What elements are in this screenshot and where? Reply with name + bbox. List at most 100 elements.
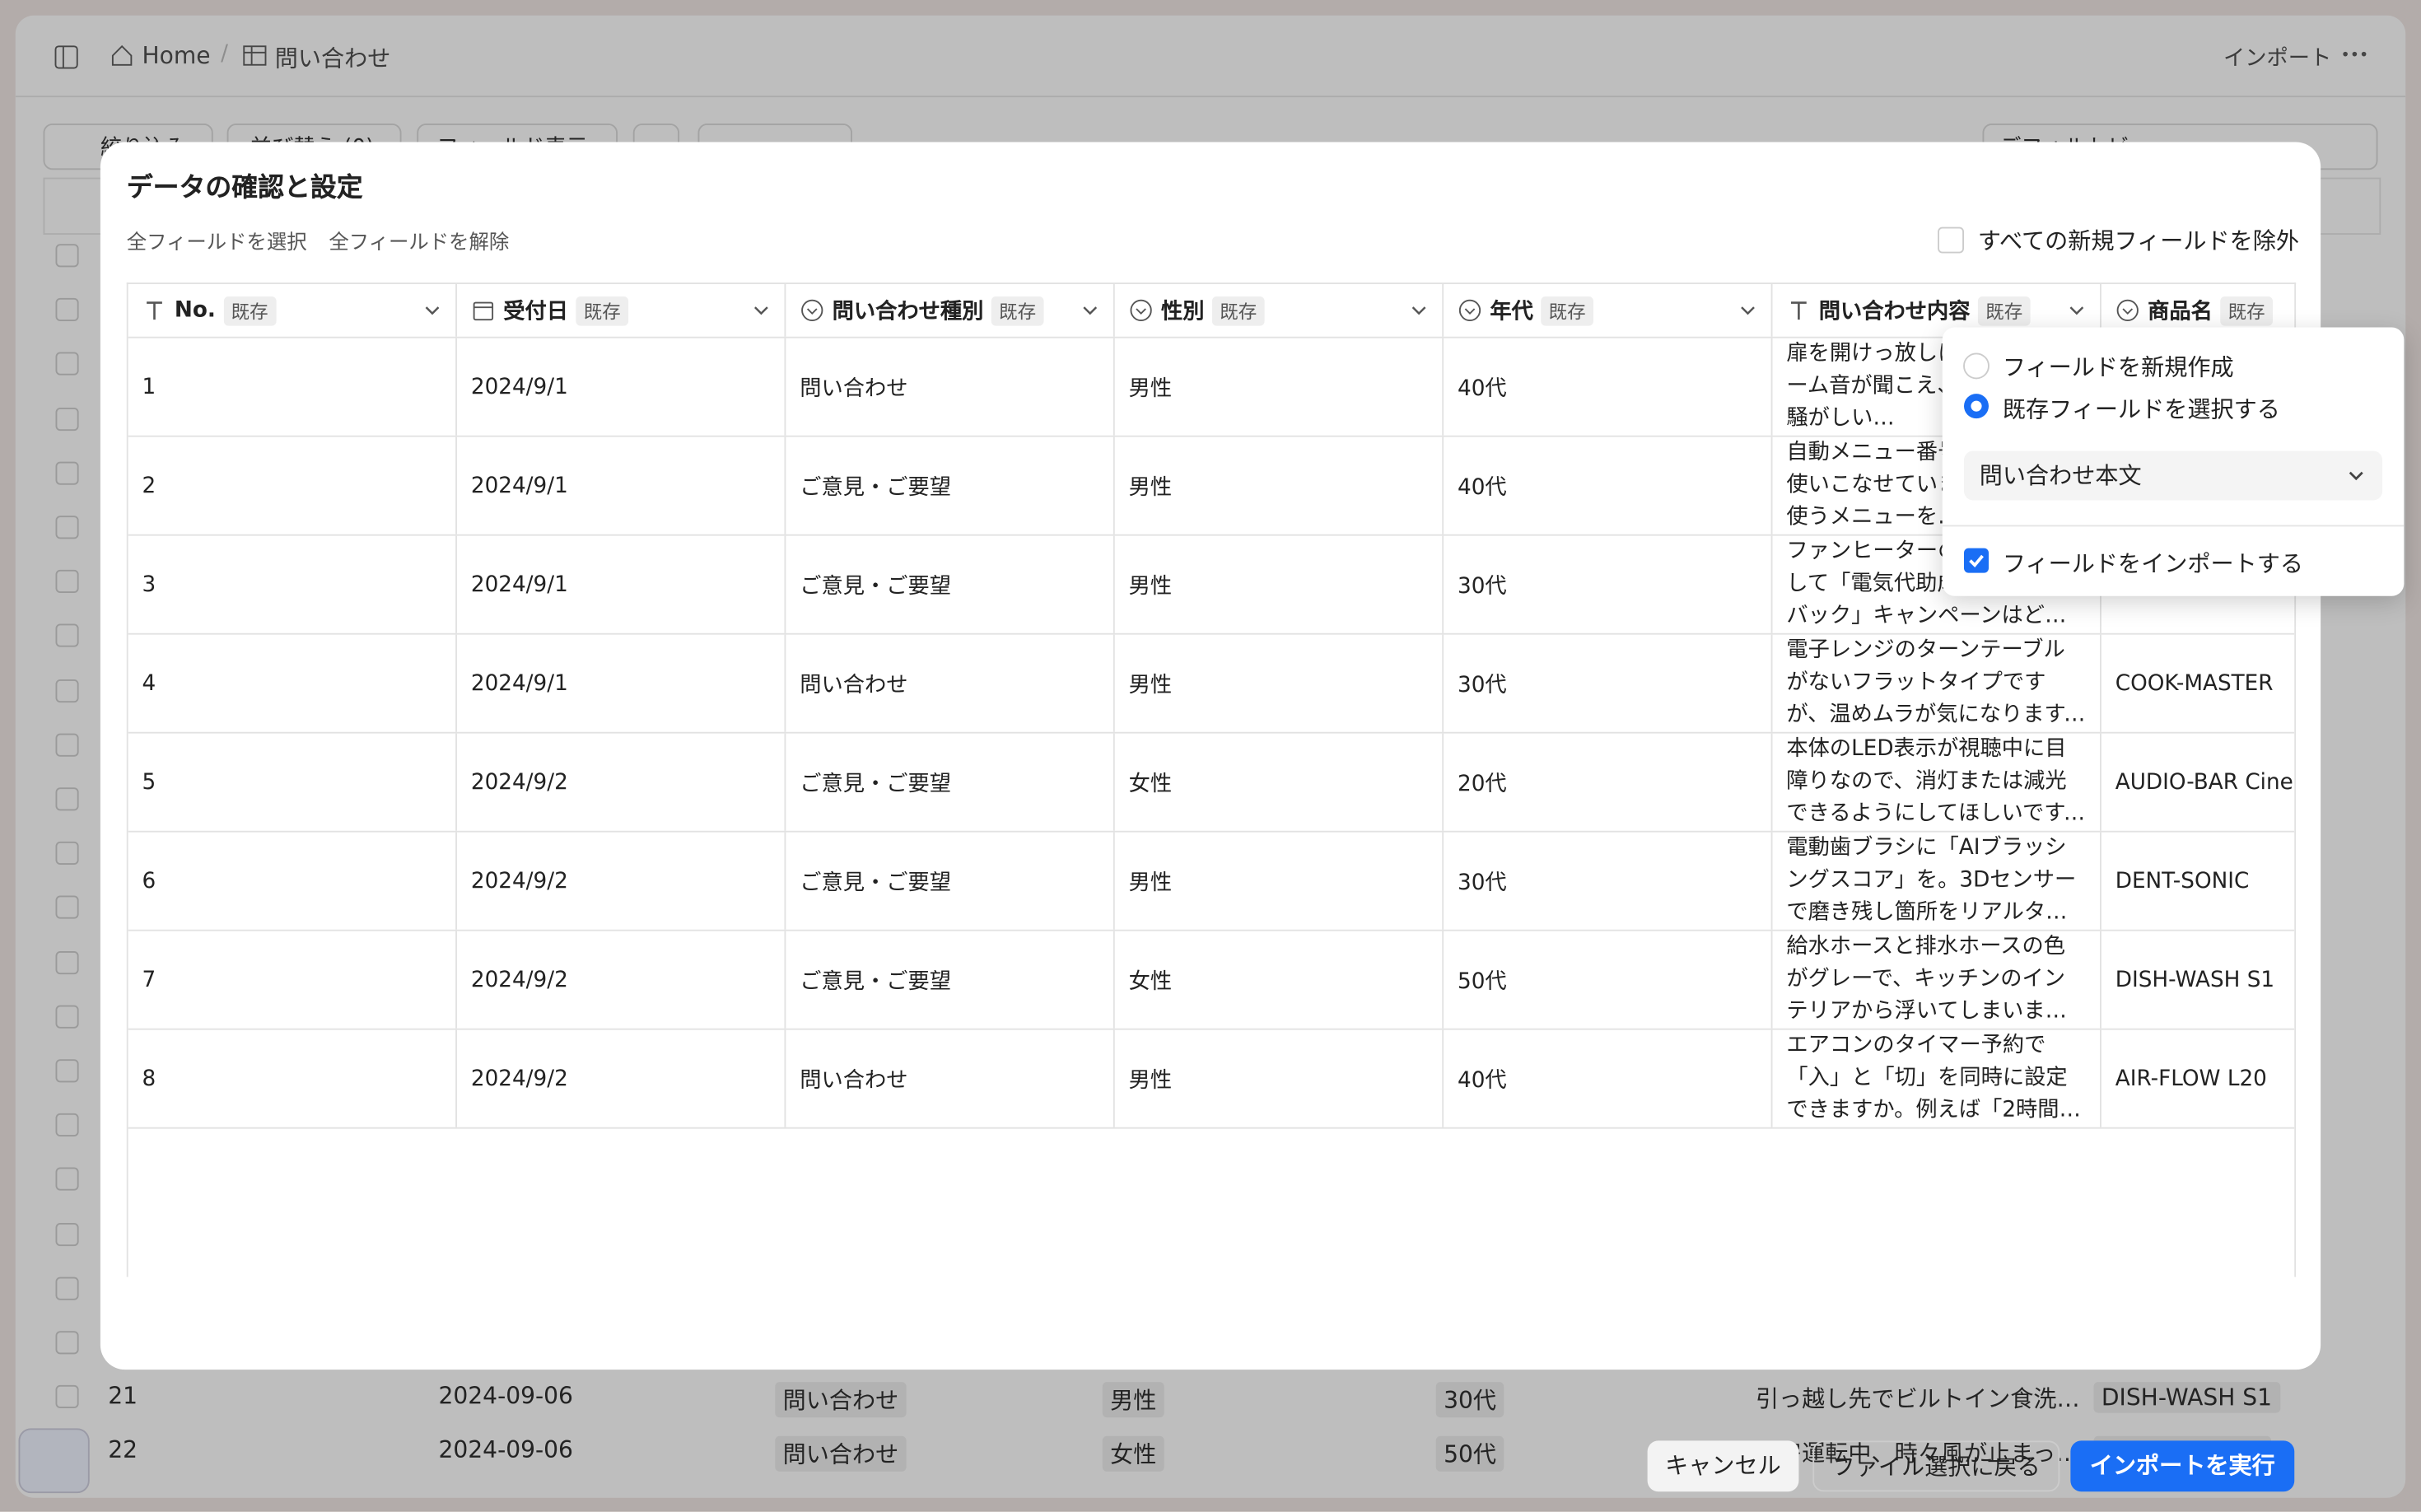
column-badge: 既存 (1541, 296, 1594, 325)
table-icon (243, 45, 267, 66)
row-checkbox[interactable] (55, 624, 79, 648)
row-checkbox[interactable] (55, 352, 79, 376)
back-button[interactable]: ファイル選択に戻る (1812, 1440, 2060, 1492)
exclude-checkbox[interactable] (1938, 226, 1964, 254)
row-checkbox[interactable] (55, 1331, 79, 1355)
breadcrumb-page: 問い合わせ (274, 44, 391, 73)
column-header[interactable]: 商品名 既存 (2101, 284, 2294, 337)
import-checkbox[interactable] (1962, 547, 1990, 575)
table-cell: 問い合わせ (786, 1029, 1115, 1127)
table-cell: 7 (128, 931, 457, 1029)
column-badge: 既存 (223, 296, 277, 325)
table-cell: 男性 (1115, 832, 1444, 930)
field-type-icon (147, 301, 162, 320)
cell-text: DENT-SONIC (2115, 868, 2250, 894)
cell-text: ご意見・ご要望 (800, 573, 951, 599)
cell-text: 1 (142, 374, 156, 399)
field-select[interactable]: 問い合わせ本文 (1964, 450, 2383, 501)
option-new[interactable]: フィールドを新規作成 (2002, 353, 2234, 382)
row-checkbox[interactable] (55, 1222, 79, 1246)
table-cell: 2024/9/1 (457, 436, 786, 534)
preview-table: No. 既存 受付日 既存 問い合わせ種別 既存 性別 既存 年代 既存 問い合わせ内容 既存 商品名既… (126, 282, 2297, 1277)
radio-new[interactable] (1962, 352, 1990, 380)
row-checkbox[interactable] (55, 461, 79, 485)
field-type-icon (1130, 299, 1152, 321)
cancel-button[interactable]: キャンセル (1647, 1440, 1799, 1492)
column-badge: 既存 (2220, 296, 2274, 325)
table-cell: 女性 (1115, 931, 1444, 1029)
row-checkbox[interactable] (55, 1276, 79, 1300)
table-cell: 問い合わせ (786, 634, 1115, 732)
select-all-link[interactable]: 全フィールドを選択 (126, 231, 307, 255)
column-header[interactable]: No. 既存 (128, 284, 457, 337)
cell-text: 30代 (1458, 672, 1507, 698)
exclude-label[interactable]: すべての新規フィールドを除外 (1977, 226, 2299, 255)
row-checkbox[interactable] (55, 407, 79, 431)
cell-text: 問い合わせ (800, 672, 908, 698)
cell-text: COOK-MASTER (2115, 670, 2274, 696)
import-label[interactable]: フィールドをインポートする (2002, 549, 2303, 578)
breadcrumb-home[interactable]: Home (142, 41, 211, 70)
row-checkbox[interactable] (55, 298, 79, 322)
chevron[interactable] (752, 303, 771, 319)
row-checkbox[interactable] (55, 1385, 79, 1409)
cell-text: DISH-WASH S1 (2115, 967, 2275, 992)
row-checkbox[interactable] (55, 950, 79, 974)
column-header[interactable]: 問い合わせ種別 既存 (786, 284, 1115, 337)
row-checkbox[interactable] (55, 1005, 79, 1029)
chevron[interactable] (2068, 303, 2087, 319)
import-button[interactable]: インポート (2223, 46, 2332, 72)
background-cell: 21 (108, 1382, 138, 1410)
cell-text: ご意見・ご要望 (800, 870, 951, 895)
table-row: 8 2024/9/2 問い合わせ 男性 40代 エアコンのタイマー予約で「入」と「切」を同… (128, 1029, 2295, 1129)
cell-text: エアコンのタイマー予約で「入」と「切」を同時に設定できますか。例えば「2時間後… (1786, 1033, 2068, 1123)
sidebar-icon[interactable] (54, 44, 79, 69)
table-cell: 1 (128, 338, 457, 436)
column-header[interactable]: 受付日 既存 (457, 284, 786, 337)
cell-text: 女性 (1128, 771, 1173, 796)
column-badge: 既存 (991, 296, 1044, 325)
separator: / (221, 41, 228, 67)
row-checkbox[interactable] (55, 787, 79, 811)
row-checkbox[interactable] (55, 516, 79, 539)
cell-text: 2024/9/2 (470, 967, 568, 992)
chevron[interactable] (1081, 303, 1100, 319)
row-checkbox[interactable] (55, 1059, 79, 1083)
deselect-all-link[interactable]: 全フィールドを解除 (329, 231, 510, 255)
chevron[interactable] (1738, 303, 1757, 319)
row-checkbox[interactable] (55, 1168, 79, 1192)
table-cell: 30代 (1444, 535, 1773, 633)
run-button[interactable]: インポートを実行 (2070, 1440, 2295, 1492)
column-header[interactable]: 性別 既存 (1115, 284, 1444, 337)
radio-existing[interactable] (1962, 392, 1990, 420)
cell-text: 給水ホースと排水ホースの色がグレーで、キッチンのインテリアから浮いてしまいます。… (1786, 934, 2066, 1024)
row-checkbox[interactable] (55, 570, 79, 594)
column-header[interactable]: 年代 既存 (1444, 284, 1773, 337)
table-cell: 男性 (1115, 1029, 1444, 1127)
table-cell: 2024/9/2 (457, 832, 786, 930)
more-icon[interactable] (2342, 49, 2367, 58)
background-cell: 30代 (1435, 1382, 1504, 1418)
row-checkbox[interactable] (55, 733, 79, 757)
cell-text: 40代 (1458, 376, 1507, 401)
row-checkbox[interactable] (55, 244, 79, 268)
option-existing[interactable]: 既存フィールドを選択する (2002, 395, 2280, 423)
cell-text: ご意見・ご要望 (800, 474, 951, 500)
table-cell: DENT-SONIC (2101, 833, 2294, 930)
table-cell: 40代 (1444, 436, 1773, 534)
table-cell: 男性 (1115, 634, 1444, 732)
chevron[interactable] (423, 303, 442, 319)
table-cell: 40代 (1444, 1029, 1773, 1127)
field-type-icon (1458, 299, 1481, 321)
row-checkbox[interactable] (55, 896, 79, 920)
dialog-title: データの確認と設定 (126, 173, 363, 204)
background-cell: 男性 (1102, 1382, 1164, 1418)
row-checkbox[interactable] (55, 679, 79, 702)
cell-text: ご意見・ご要望 (800, 968, 951, 994)
row-checkbox[interactable] (55, 1113, 79, 1137)
column-header[interactable]: 問い合わせ内容 既存 (1773, 284, 2101, 337)
chevron[interactable] (1410, 303, 1429, 319)
row-checkbox[interactable] (55, 842, 79, 866)
assistant-button[interactable] (18, 1428, 90, 1494)
table-cell: 4 (128, 634, 457, 732)
